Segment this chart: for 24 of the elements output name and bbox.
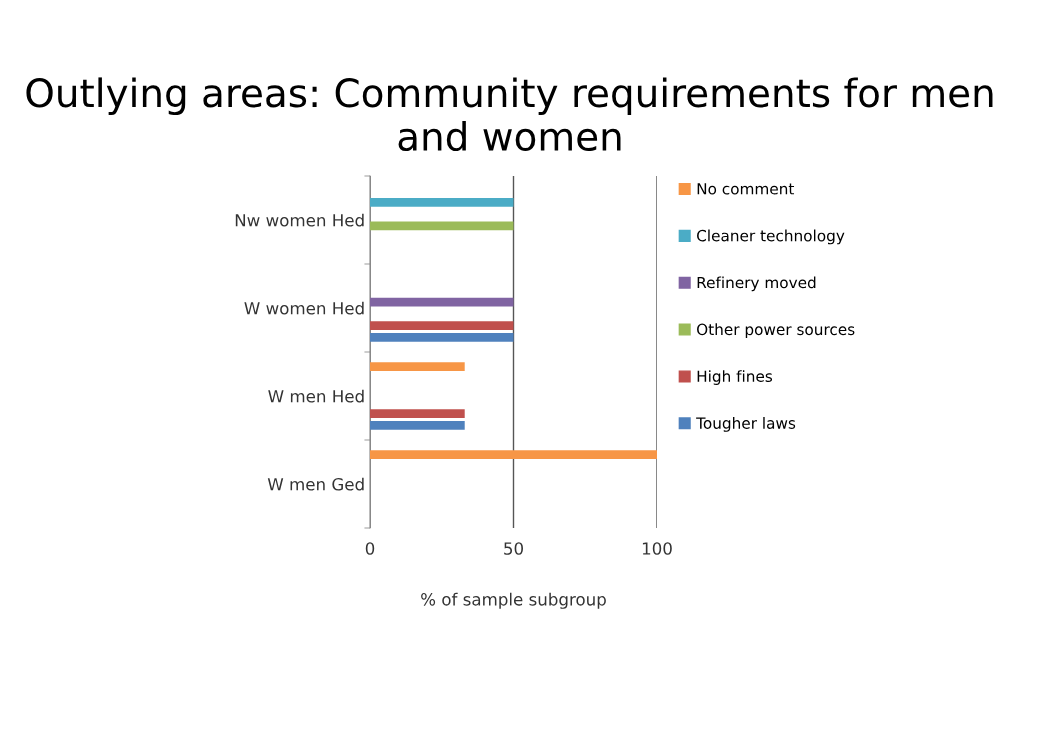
legend-label: Cleaner technology: [697, 229, 845, 245]
chart-title: Outlying areas: Community requirements for men and women: [26, 77, 993, 152]
y-tick-label: Nw women Hed: [235, 213, 364, 227]
bar: [370, 321, 514, 330]
bar: [370, 409, 465, 418]
y-tick-label: W men Ged: [267, 477, 364, 491]
bar: [370, 332, 514, 342]
x-tick-label: 50: [504, 542, 523, 555]
bar: [370, 297, 514, 307]
x-tick-label: 0: [365, 542, 375, 555]
legend-label: No comment: [697, 183, 795, 195]
legend-label: High fines: [697, 370, 773, 385]
y-tick-label: W women Hed: [244, 301, 364, 315]
bar: [370, 198, 514, 207]
legend-label: Tougher laws: [696, 417, 796, 432]
x-axis-title: % of sample subgroup: [421, 592, 606, 609]
x-tick-label: 100: [642, 542, 672, 555]
legend-label: Refinery moved: [697, 276, 816, 292]
bar: [370, 420, 465, 430]
bar: [370, 221, 514, 231]
bar: [370, 362, 465, 372]
legend-label: Other power sources: [697, 323, 855, 339]
bar: [370, 450, 657, 460]
y-tick-label: W men Hed: [268, 389, 364, 403]
